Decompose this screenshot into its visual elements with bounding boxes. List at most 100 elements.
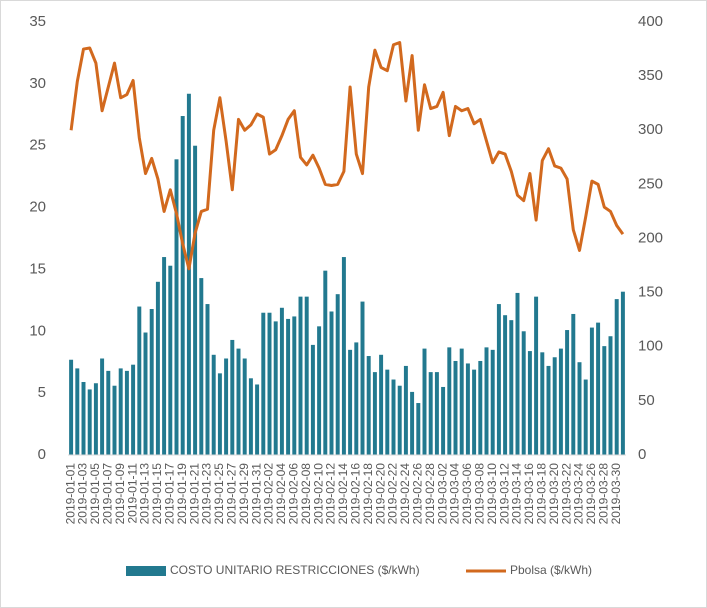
- bar: [174, 159, 179, 455]
- x-tick-label: 2019-02-06: [286, 463, 300, 525]
- bar: [354, 342, 359, 455]
- bar: [428, 372, 433, 455]
- x-tick-label: 2019-01-29: [237, 463, 251, 525]
- bar: [515, 292, 520, 455]
- bar: [509, 320, 514, 455]
- bar: [465, 363, 470, 455]
- bar: [441, 386, 446, 455]
- bar: [459, 348, 464, 455]
- x-tick-label: 2019-02-12: [324, 463, 338, 525]
- x-tick-label: 2019-01-31: [249, 463, 263, 525]
- bar: [577, 362, 582, 455]
- bar: [335, 294, 340, 455]
- bar: [503, 315, 508, 455]
- bar: [261, 312, 266, 455]
- bar: [242, 358, 247, 455]
- y-tick-label: 25: [29, 137, 46, 154]
- bar: [416, 403, 421, 455]
- x-tick-label: 2019-02-22: [386, 463, 400, 525]
- bar: [310, 344, 315, 455]
- x-tick-label: 2019-03-20: [547, 463, 561, 525]
- bar: [100, 358, 105, 455]
- y-tick-label: 30: [29, 75, 46, 92]
- x-tick-label: 2019-01-03: [76, 463, 90, 525]
- x-tick-label: 2019-03-04: [448, 463, 462, 525]
- bar: [193, 145, 198, 455]
- x-tick-label: 2019-01-25: [212, 463, 226, 525]
- y2-tick-label: 350: [638, 67, 663, 84]
- bar: [348, 349, 353, 455]
- bar: [199, 278, 204, 455]
- x-tick-label: 2019-02-28: [423, 463, 437, 525]
- bar: [248, 378, 253, 455]
- y2-tick-label: 400: [638, 13, 663, 30]
- bar: [596, 322, 601, 455]
- x-tick-label: 2019-02-16: [348, 463, 362, 525]
- x-tick-label: 2019-03-12: [497, 463, 511, 525]
- bar: [546, 365, 551, 455]
- y-tick-label: 10: [29, 322, 46, 339]
- x-tick-label: 2019-01-27: [224, 463, 238, 525]
- bar: [180, 116, 185, 455]
- bar: [205, 304, 210, 455]
- bar: [385, 369, 390, 455]
- y2-tick-label: 50: [638, 392, 655, 409]
- bar: [236, 348, 241, 455]
- x-tick-label: 2019-01-15: [150, 463, 164, 525]
- bar: [366, 356, 371, 455]
- bar: [472, 369, 477, 455]
- bar: [137, 306, 142, 455]
- y2-tick-label: 300: [638, 121, 663, 138]
- bar: [292, 316, 297, 455]
- bar: [93, 383, 98, 455]
- bar: [317, 326, 322, 455]
- bar: [565, 330, 570, 455]
- legend-label: Pbolsa ($/kWh): [510, 563, 592, 577]
- bar: [112, 385, 117, 455]
- x-tick-label: 2019-03-14: [510, 463, 524, 525]
- bar: [106, 370, 111, 455]
- bar: [211, 354, 216, 455]
- bar: [620, 291, 625, 455]
- bar: [397, 385, 402, 455]
- x-tick-label: 2019-03-08: [472, 463, 486, 525]
- bar: [162, 257, 167, 455]
- bar: [143, 332, 148, 455]
- bar: [540, 352, 545, 455]
- x-tick-label: 2019-02-14: [336, 463, 350, 525]
- x-tick-label: 2019-01-13: [138, 463, 152, 525]
- line: [69, 41, 625, 271]
- bar: [391, 379, 396, 455]
- bar: [267, 312, 272, 455]
- bar: [279, 307, 284, 455]
- y-tick-label: 20: [29, 199, 46, 216]
- bar: [403, 365, 408, 455]
- x-tick-label: 2019-03-16: [522, 463, 536, 525]
- x-tick-label: 2019-03-22: [559, 463, 573, 525]
- y-tick-label: 0: [38, 446, 46, 463]
- y-tick-label: 35: [29, 13, 46, 30]
- bar: [75, 368, 80, 455]
- x-tick-label: 2019-01-05: [88, 463, 102, 525]
- bar: [155, 281, 160, 455]
- bar: [571, 313, 576, 455]
- x-tick-label: 2019-02-10: [311, 463, 325, 525]
- x-tick-label: 2019-02-08: [299, 463, 313, 525]
- y2-tick-label: 100: [638, 338, 663, 355]
- x-tick-label: 2019-01-09: [113, 463, 127, 525]
- bar: [224, 358, 229, 455]
- x-tick-label: 2019-03-26: [584, 463, 598, 525]
- bar: [583, 379, 588, 455]
- x-tick-label: 2019-01-01: [63, 463, 77, 525]
- bar: [453, 360, 458, 455]
- x-tick-label: 2019-03-06: [460, 463, 474, 525]
- x-tick-label: 2019-01-21: [187, 463, 201, 525]
- bar: [422, 348, 427, 455]
- bar: [118, 368, 123, 455]
- bar: [69, 359, 74, 455]
- bar: [360, 301, 365, 455]
- x-tick-label: 2019-01-11: [125, 463, 139, 524]
- x-tick-label: 2019-01-17: [162, 463, 176, 525]
- bar: [124, 370, 129, 455]
